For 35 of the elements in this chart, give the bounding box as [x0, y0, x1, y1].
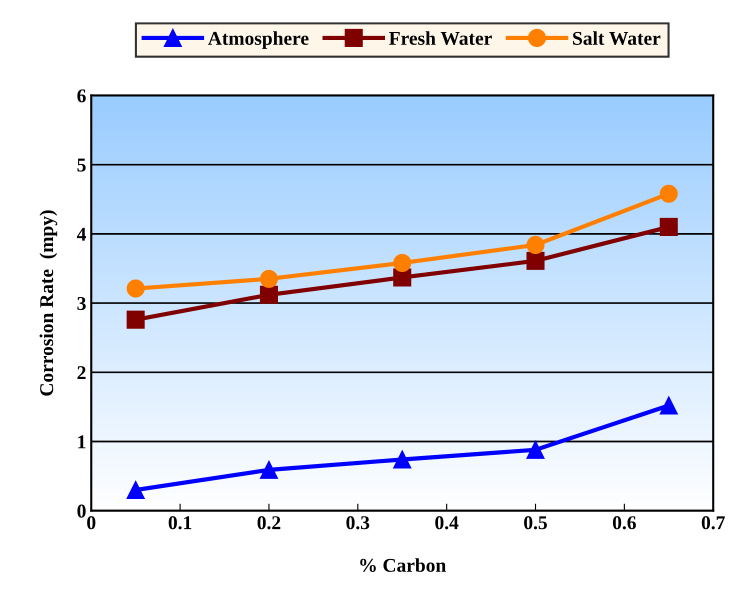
x-tick-label: 0.1 — [168, 516, 192, 530]
point — [393, 254, 412, 272]
point — [393, 268, 412, 287]
x-tick-label: 0.6 — [612, 516, 636, 530]
y-tick-label: 3 — [77, 296, 86, 310]
point — [260, 460, 278, 479]
legend-label: Atmosphere — [208, 31, 309, 49]
x-tick-label: 0 — [87, 516, 96, 530]
point — [526, 252, 545, 270]
point — [660, 184, 678, 203]
y-tick-label: 1 — [78, 435, 86, 448]
x-tick-label: 0.7 — [702, 516, 725, 530]
x-tick-label: 0.3 — [346, 516, 370, 530]
x-tick-label: 0.2 — [258, 516, 280, 530]
point — [126, 280, 145, 298]
point — [126, 480, 145, 499]
y-tick-label: 0 — [77, 504, 86, 518]
point — [260, 270, 278, 288]
x-tick-label: 0.5 — [524, 516, 547, 530]
legend-label: Salt Water — [573, 31, 660, 46]
y-tick-label: 2 — [77, 366, 86, 380]
point — [660, 218, 678, 236]
point — [526, 236, 545, 254]
point — [660, 396, 678, 415]
x-tick-label: 0.4 — [435, 516, 458, 530]
point — [526, 440, 545, 459]
y-tick-label: 4 — [76, 228, 86, 241]
point — [260, 286, 278, 304]
y-tick-label: 5 — [77, 158, 86, 172]
y-axis-title: Corrosion Rate (mpy) — [40, 210, 58, 396]
point — [126, 310, 145, 329]
x-axis-title: % Carbon — [360, 558, 446, 572]
point — [393, 450, 412, 469]
legend-label: Fresh Water — [389, 31, 492, 46]
y-tick-label: 6 — [77, 89, 86, 102]
